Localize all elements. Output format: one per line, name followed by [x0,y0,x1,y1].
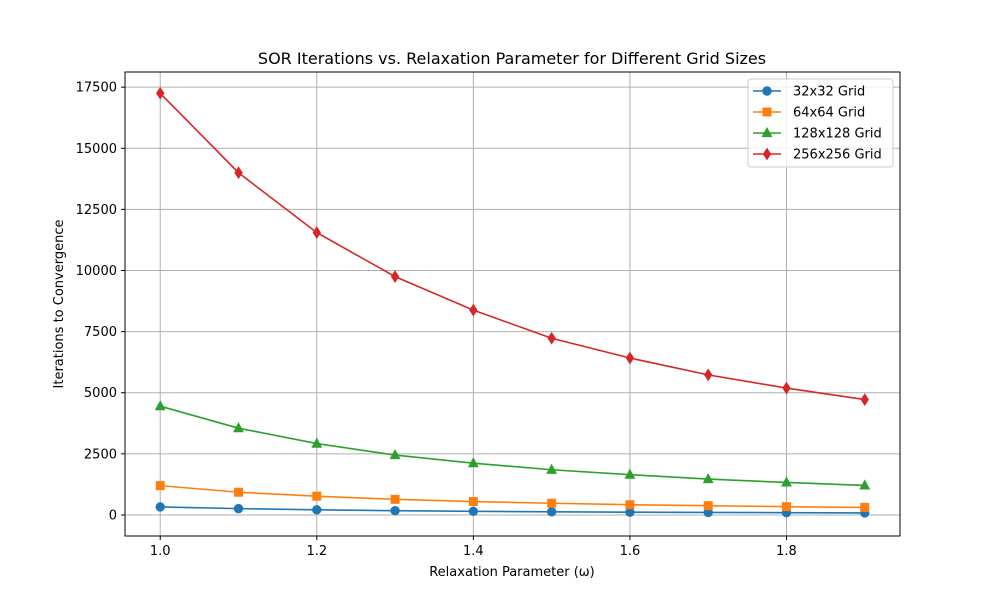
y-axis-label: Iterations to Convergence [52,220,67,389]
legend-label: 256x256 Grid [793,148,882,163]
data-point [625,351,635,365]
series-3 [154,400,871,490]
data-point [155,481,165,491]
legend-label: 32x32 Grid [793,85,865,100]
x-axis-label: Relaxation Parameter (ω) [429,565,595,580]
series-line [160,405,865,487]
data-point [703,501,713,511]
data-point [234,487,244,497]
x-tick-label: 1.2 [306,544,327,559]
y-tick-label: 12500 [76,203,117,218]
data-point [467,457,479,468]
data-point [625,500,635,510]
y-tick-label: 0 [109,508,117,523]
data-point [468,506,479,517]
data-point [859,479,871,490]
series-line [160,484,865,509]
legend-entry: 128x128 Grid [753,127,882,142]
x-tick-label: 1.4 [463,544,484,559]
y-tick-label: 10000 [76,264,117,279]
plot-area-frame [124,71,901,537]
legend-entry: 256x256 Grid [753,148,882,163]
legend-entry: 64x64 Grid [753,106,865,121]
data-point [390,505,400,516]
data-point [233,503,244,514]
data-point [233,422,244,433]
data-point [781,476,792,487]
data-point [154,400,166,411]
y-tick-label: 17500 [76,81,117,96]
legend-swatch-marker [762,86,772,96]
series-line [159,92,865,401]
legend-label: 128x128 Grid [793,127,882,142]
x-tick-label: 1.0 [150,544,171,559]
data-point [312,505,322,515]
y-axis-ticks: 0 2500 5000 7500 10000 12500 15000 17500 [76,81,125,523]
data-point [468,497,478,507]
data-point [624,468,636,479]
data-point [704,368,713,382]
data-point [546,507,557,517]
x-tick-label: 1.8 [776,544,797,559]
series-layer [154,86,871,518]
data-point [702,472,714,484]
data-point [860,393,869,406]
data-point [312,491,322,501]
x-axis-ticks: 1.0 1.2 1.4 1.6 1.8 [150,536,797,559]
legend-label: 64x64 Grid [793,106,865,121]
y-tick-label: 5000 [84,386,117,401]
data-point [156,86,165,100]
x-tick-label: 1.6 [620,544,641,559]
data-point [390,494,400,504]
series-4 [156,86,869,406]
data-point [546,463,558,474]
chart-title: SOR Iterations vs. Relaxation Parameter … [258,49,766,68]
legend: 32x32 Grid 64x64 Grid 128x128 Grid 256x256 … [747,78,894,168]
data-point [781,502,791,512]
data-point [389,449,401,460]
data-point [547,331,556,345]
data-point [312,226,321,240]
y-tick-label: 7500 [84,325,117,340]
data-point [547,498,557,508]
data-point [155,502,165,512]
series-2 [155,481,870,512]
legend-swatch-marker [762,147,772,161]
data-point [390,270,400,284]
legend-entry: 32x32 Grid [753,85,865,100]
data-point [311,437,323,448]
data-point [234,166,243,180]
data-point [860,502,870,512]
series-line [160,506,865,514]
y-tick-label: 15000 [76,142,117,157]
legend-swatch-marker [761,126,773,138]
legend-frame [747,78,894,168]
y-tick-label: 2500 [84,447,117,462]
legend-swatch-marker [762,107,772,117]
data-point [782,381,791,395]
data-point [469,303,478,317]
data-point [625,507,635,517]
